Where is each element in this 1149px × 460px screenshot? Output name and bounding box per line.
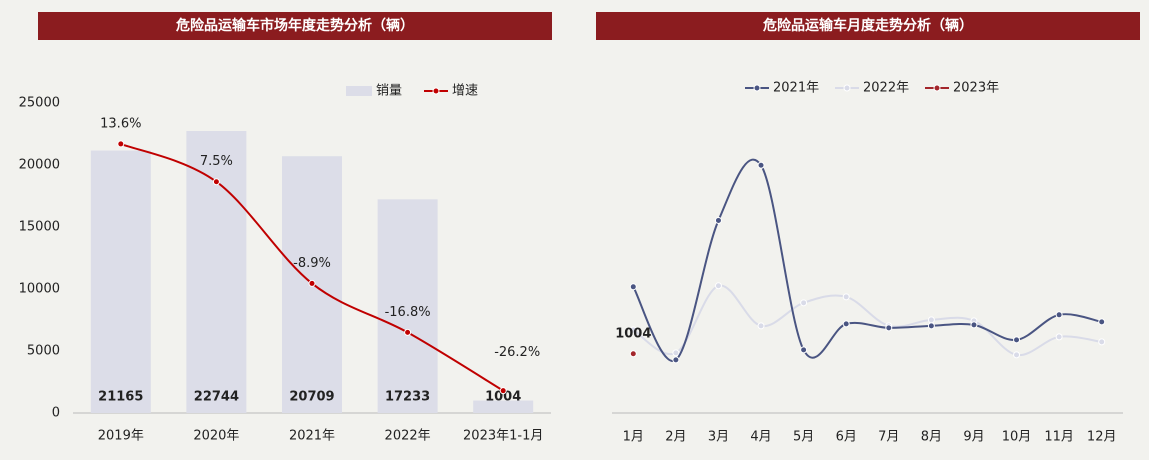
legend-label: 销量 <box>376 84 402 99</box>
point <box>970 321 978 329</box>
bar-label: 20709 <box>289 390 334 405</box>
point <box>800 346 808 354</box>
bar-label: 21165 <box>98 390 143 405</box>
point <box>714 216 722 224</box>
line-label: 13.6% <box>100 116 141 131</box>
point <box>404 328 412 336</box>
x-tick-label: 5月 <box>793 430 814 445</box>
bar <box>377 199 438 413</box>
legend-label: 2021年 <box>773 81 819 96</box>
point <box>714 282 722 290</box>
point <box>1098 318 1106 326</box>
x-tick-label: 2021年 <box>289 429 335 444</box>
legend-swatch <box>432 87 440 95</box>
point <box>800 299 808 307</box>
x-tick-label: 3月 <box>708 430 729 445</box>
legend-label: 2023年 <box>953 81 999 96</box>
x-tick-label: 12月 <box>1087 430 1117 445</box>
point <box>757 161 765 169</box>
y-tick-label: 25000 <box>19 96 60 111</box>
bar-label: 22744 <box>194 390 239 405</box>
point <box>629 350 637 358</box>
title-bar <box>596 12 1140 40</box>
x-tick-label: 4月 <box>750 430 771 445</box>
bar-label: 1004 <box>485 390 521 405</box>
y-tick-label: 20000 <box>19 158 60 173</box>
point <box>842 293 850 301</box>
chart-title: 危险品运输车月度走势分析（辆） <box>762 17 973 34</box>
point <box>757 322 765 330</box>
x-tick-label: 2月 <box>665 430 686 445</box>
point <box>308 279 316 287</box>
point <box>212 178 220 186</box>
point <box>1098 338 1106 346</box>
point <box>117 140 125 148</box>
x-tick-label: 2022年 <box>385 429 431 444</box>
y-tick-label: 5000 <box>27 344 60 359</box>
point <box>1055 333 1063 341</box>
line-label: -16.8% <box>385 305 431 320</box>
legend-label: 2022年 <box>863 81 909 96</box>
legend-swatch <box>753 84 761 92</box>
title-bar <box>38 12 552 40</box>
x-tick-label: 1月 <box>623 430 644 445</box>
line-label: -26.2% <box>494 345 540 360</box>
legend-swatch <box>843 84 851 92</box>
x-tick-label: 8月 <box>921 430 942 445</box>
y-tick-label: 15000 <box>19 220 60 235</box>
y-tick-label: 10000 <box>19 282 60 297</box>
point <box>885 324 893 332</box>
x-tick-label: 6月 <box>836 430 857 445</box>
legend-swatch <box>933 84 941 92</box>
point-label: 1004 <box>615 326 651 341</box>
legend-swatch <box>346 86 372 96</box>
point <box>927 316 935 324</box>
line-label: 7.5% <box>200 154 233 169</box>
point <box>1013 336 1021 344</box>
y-tick-label: 0 <box>52 406 60 421</box>
x-tick-label: 2019年 <box>98 429 144 444</box>
point <box>672 349 680 357</box>
x-tick-label: 10月 <box>1002 430 1032 445</box>
x-tick-label: 7月 <box>878 430 899 445</box>
point <box>1013 351 1021 359</box>
bar <box>90 150 151 413</box>
point <box>927 322 935 330</box>
bar <box>186 130 247 413</box>
point <box>629 283 637 291</box>
x-tick-label: 9月 <box>963 430 984 445</box>
chart-title: 危险品运输车市场年度走势分析（辆） <box>175 17 414 34</box>
bar-label: 17233 <box>385 390 430 405</box>
bar <box>473 400 534 413</box>
point <box>842 320 850 328</box>
line-label: -8.9% <box>293 256 331 271</box>
point <box>1055 311 1063 319</box>
point <box>629 326 637 334</box>
point <box>499 387 507 395</box>
x-tick-label: 2023年1-1月 <box>463 429 543 444</box>
legend-label: 增速 <box>452 84 478 99</box>
point <box>672 356 680 364</box>
x-tick-label: 2020年 <box>193 429 239 444</box>
x-tick-label: 11月 <box>1044 430 1074 445</box>
